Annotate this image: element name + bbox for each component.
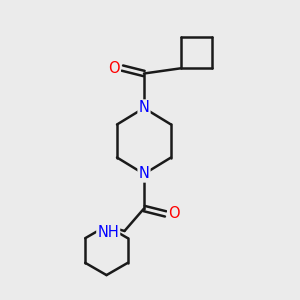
- Text: N: N: [139, 167, 149, 182]
- Text: N: N: [139, 100, 149, 116]
- Text: O: O: [108, 61, 120, 76]
- Text: NH: NH: [97, 225, 119, 240]
- Text: O: O: [168, 206, 180, 221]
